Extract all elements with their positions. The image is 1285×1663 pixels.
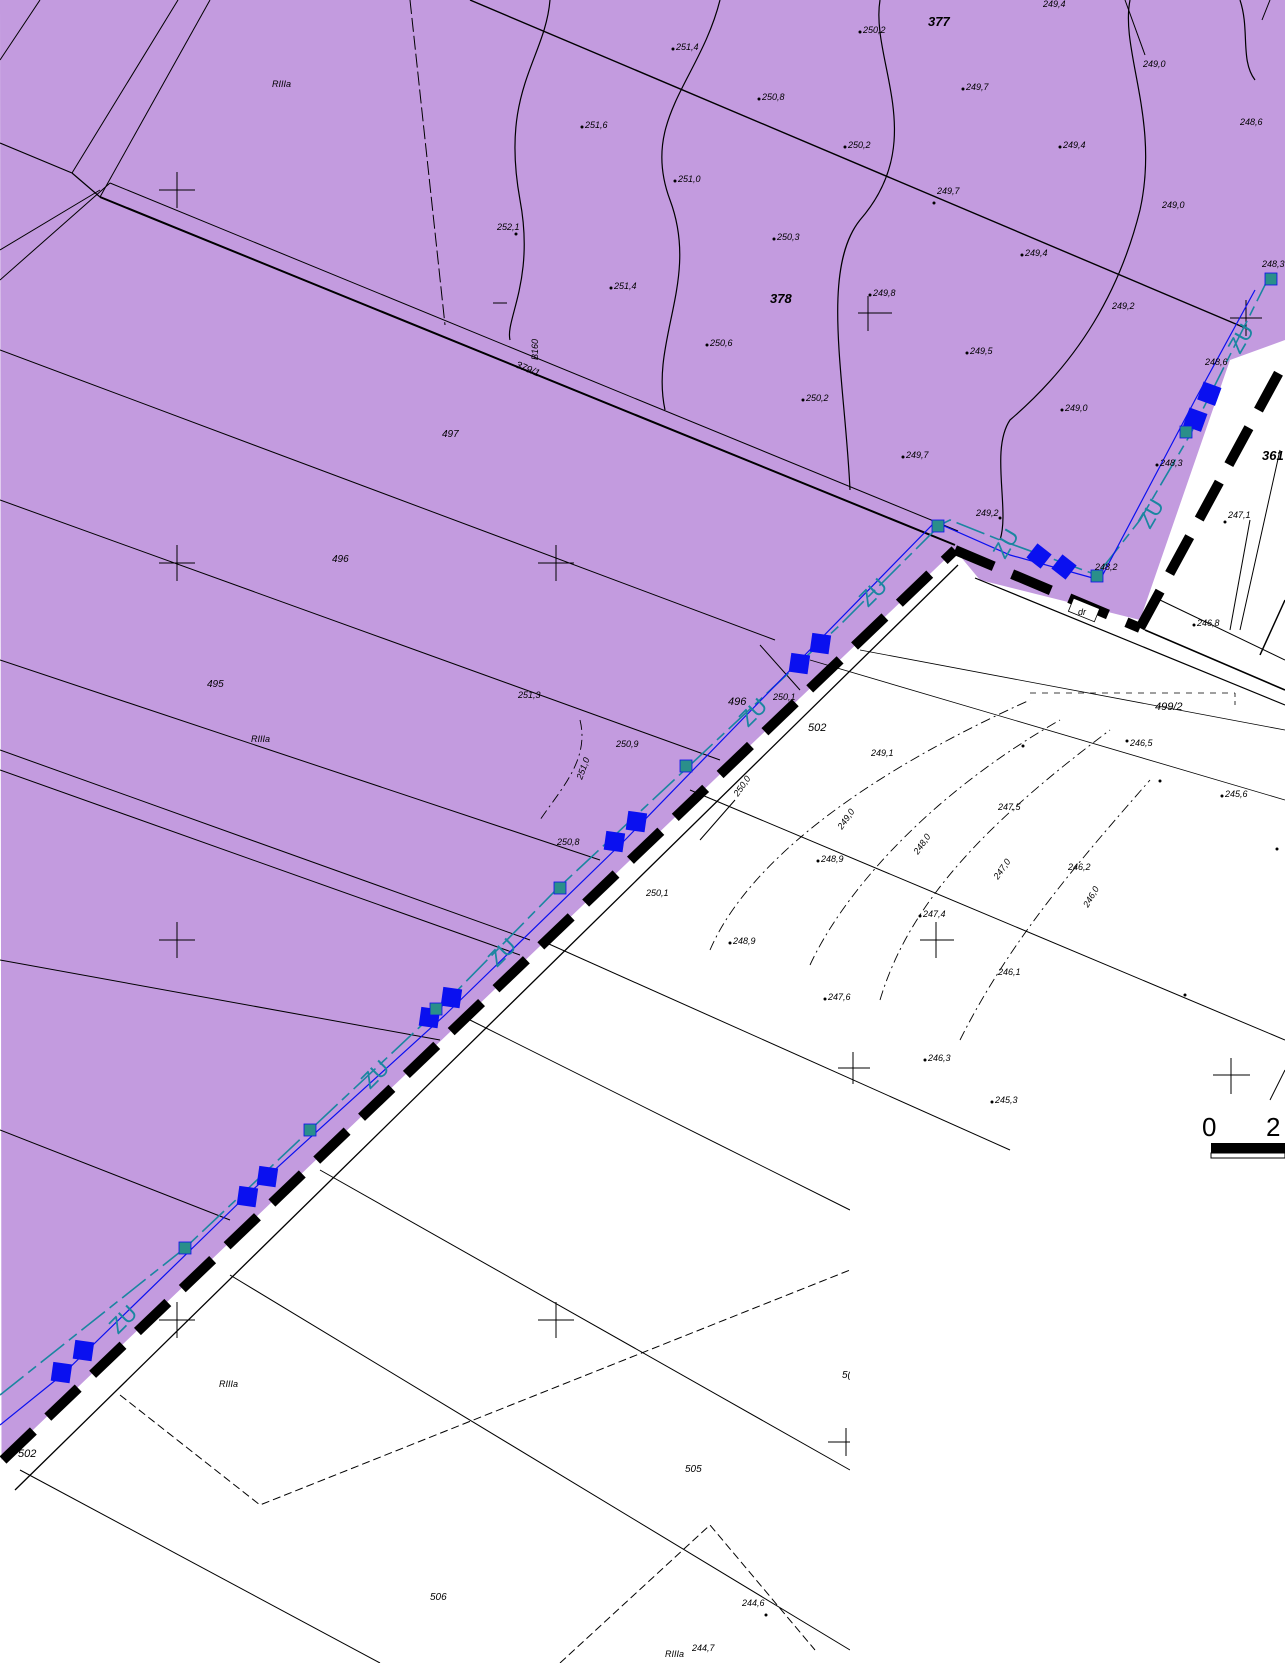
elevation-label: 246,1 [997,967,1021,977]
elevation-label: 246,5 [1129,738,1154,748]
elevation-label: 250,6 [709,338,733,348]
blue-markers [50,381,1222,1384]
elevation-label: 250,2 [805,393,829,403]
elevation-label: 247,0 [991,857,1013,882]
elevation-dots [514,30,1279,1617]
parcel-number: 502 [18,1448,36,1460]
elevation-label: 250,8 [556,837,580,847]
elevation-label: 251,3 [517,690,541,700]
elevation-label: 249,0 [1142,59,1166,69]
land-class-label: RIIIa [251,734,270,744]
elevation-label: 250,3 [776,232,800,242]
elevation-label: 250,1 [772,692,796,702]
land-class-label: RIIIa [219,1379,238,1389]
b160-label: B160 [530,339,540,360]
parcel-number: 496 [728,696,747,708]
scale-bar: 0 2 [1202,1112,1285,1159]
elevation-label: 250,9 [615,739,639,749]
elevation-label: 245,6 [1224,789,1248,799]
scale-label-zero: 0 [1202,1112,1216,1142]
parcel-number: 502 [808,722,826,734]
elevation-label: 248,9 [820,854,844,864]
elevation-label: 250,8 [761,92,785,102]
parcel-area [0,0,1285,1460]
elevation-label: 249,4 [1024,248,1048,258]
elevation-label: 249,7 [905,450,930,460]
elevation-label: 248,6 [1239,117,1263,127]
elevation-label: 251,0 [677,174,701,184]
elevation-label: 245,3 [994,1095,1018,1105]
elevation-label: 246,2 [1067,862,1091,872]
elevation-label: 246,8 [1196,618,1220,628]
elevation-label: 250,2 [862,25,886,35]
elevation-label: 248,9 [732,936,756,946]
elevation-label: 249,4 [1062,140,1086,150]
elevation-label: 251,4 [613,281,637,291]
parcel-number: 378 [770,291,792,306]
parcel-number: 505 [685,1464,702,1475]
elevation-label: 250,1 [645,888,669,898]
dr-box [1067,597,1101,623]
elevation-label: 251,4 [675,42,699,52]
elevation-label: 249,8 [872,288,896,298]
elevation-label: 249,2 [975,508,999,518]
elevation-label: 244,6 [741,1598,765,1608]
parcel-number: 377 [928,14,950,29]
grid-crosses [159,172,1262,1456]
contour-lines [508,0,1256,541]
dr-label: dr [1078,607,1087,617]
elevation-label: 250,2 [847,140,871,150]
elevation-label: 248,3 [1261,259,1285,269]
elevation-label: 249,7 [936,186,961,196]
elevation-label: 247,1 [1227,510,1251,520]
blank-panel [850,1170,1285,1663]
teal-markers [178,272,1278,1255]
main-boundary [0,362,1285,1491]
elevation-label: 247,6 [827,992,851,1002]
elevation-label: 248,2 [1094,562,1118,572]
elevation-label: 246,0 [1081,884,1101,909]
parcel-number: 496 [332,554,349,565]
elevation-label: 250,0 [731,774,753,799]
lower-contours [539,699,1151,1041]
parcel-number: 506 [430,1592,447,1603]
elevation-label: 244,7 [691,1643,716,1653]
elevation-label: 249,0 [1161,200,1185,210]
elevation-label: 251,6 [584,120,608,130]
elevation-label: 247,4 [922,909,946,919]
elevation-label: 249,1 [870,748,894,758]
elevation-label: 249,7 [965,82,990,92]
elevation-label: 252,1 [496,222,520,232]
elevation-label: 249,0 [1064,403,1088,413]
elevation-label: 248,6 [1204,357,1228,367]
elevation-label: 247,5 [997,802,1022,812]
land-class-label: RIIIa [272,79,291,89]
elevation-label: 249,0 [835,807,857,832]
parcel-number: 361 [1262,448,1284,463]
parcel-number: 499/2 [1155,701,1183,713]
scale-label-next: 2 [1266,1112,1280,1142]
parcel-number: 495 [207,679,224,690]
parcel-number: 5( [842,1370,853,1381]
elevation-label: 248,3 [1159,458,1183,468]
elevation-label: 249,5 [969,346,994,356]
elevation-label: 249,2 [1111,301,1135,311]
parcel-number: 497 [442,429,459,440]
land-class-label: RIIIa [665,1649,684,1659]
elevation-label: 246,3 [927,1053,951,1063]
elevation-label: 249,4 [1042,0,1066,9]
elevation-label: 248,0 [911,832,933,857]
